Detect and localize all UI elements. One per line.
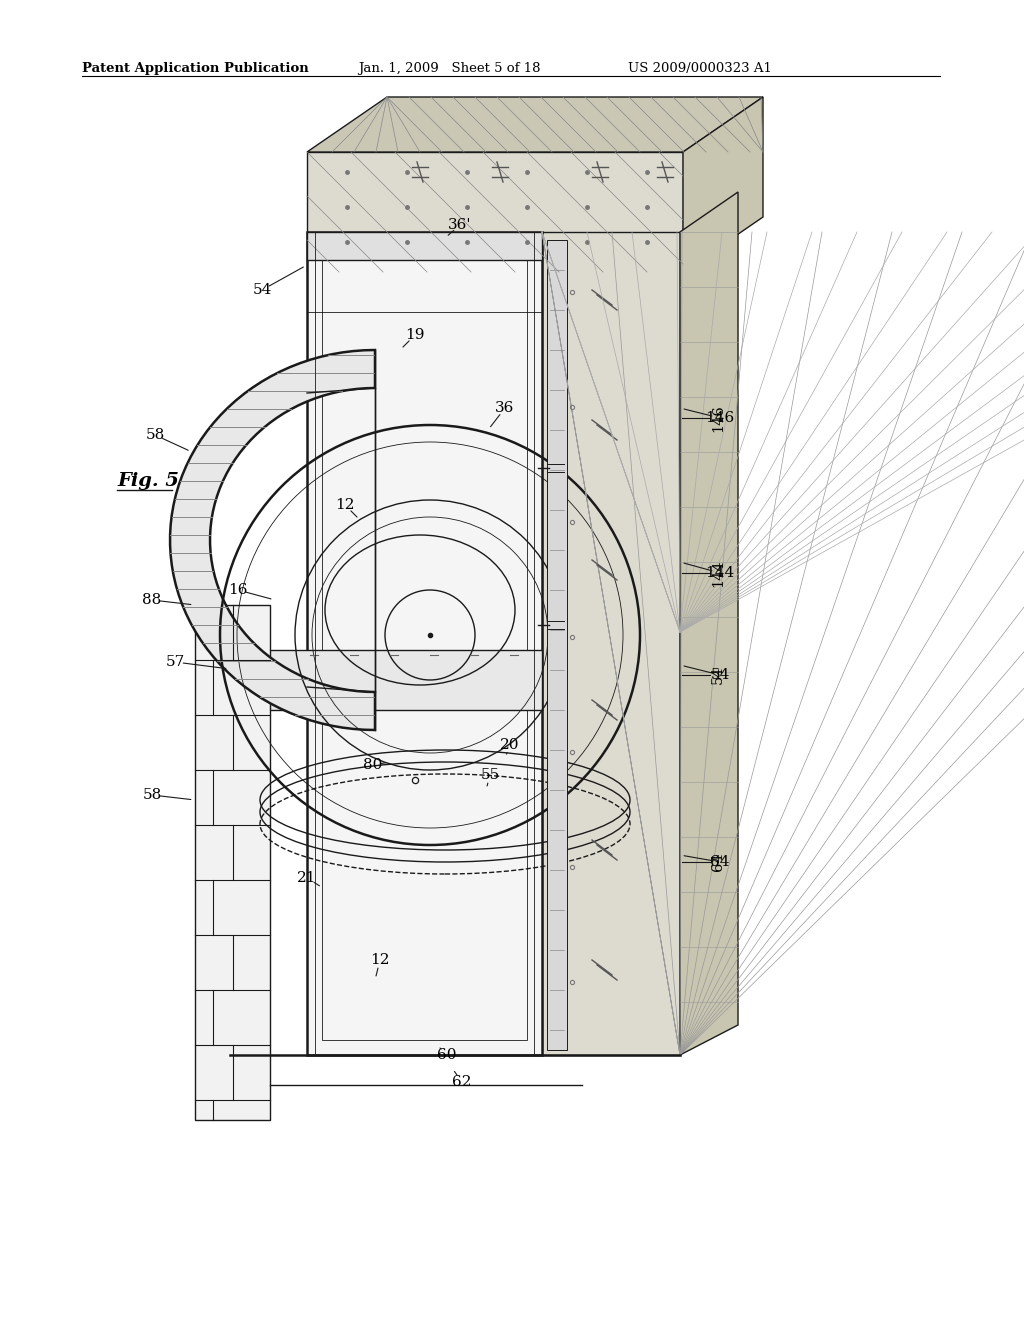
Text: 54: 54	[711, 668, 730, 682]
Text: 55: 55	[480, 768, 500, 781]
Text: 58: 58	[145, 428, 165, 442]
Polygon shape	[680, 191, 738, 1055]
Polygon shape	[230, 649, 542, 710]
Polygon shape	[195, 605, 270, 1119]
Polygon shape	[170, 350, 375, 730]
Text: Fig. 5: Fig. 5	[117, 473, 179, 490]
Text: 36': 36'	[449, 218, 472, 232]
Text: 146: 146	[711, 404, 725, 432]
Text: 144: 144	[711, 560, 725, 587]
Text: 36: 36	[496, 401, 515, 414]
Polygon shape	[307, 232, 542, 260]
Text: 54: 54	[711, 665, 725, 684]
Text: 58: 58	[142, 788, 162, 803]
Text: Jan. 1, 2009   Sheet 5 of 18: Jan. 1, 2009 Sheet 5 of 18	[358, 62, 541, 75]
Polygon shape	[307, 152, 683, 272]
Text: 21: 21	[297, 871, 316, 884]
Text: 88: 88	[142, 593, 162, 607]
Polygon shape	[547, 240, 567, 1049]
Text: 19: 19	[406, 327, 425, 342]
Ellipse shape	[549, 463, 563, 473]
Polygon shape	[683, 96, 763, 272]
Text: 146: 146	[706, 411, 734, 425]
Polygon shape	[542, 232, 680, 1055]
Text: 60: 60	[437, 1048, 457, 1063]
Text: 57: 57	[165, 655, 184, 669]
Text: 62: 62	[453, 1074, 472, 1089]
Text: 16: 16	[228, 583, 248, 597]
Text: 20: 20	[501, 738, 520, 752]
Text: 64: 64	[711, 855, 730, 869]
Text: US 2009/0000323 A1: US 2009/0000323 A1	[628, 62, 772, 75]
Polygon shape	[307, 96, 763, 152]
Text: 12: 12	[371, 953, 390, 968]
Text: 64: 64	[711, 853, 725, 871]
Text: 80: 80	[364, 758, 383, 772]
Polygon shape	[307, 232, 542, 1055]
Text: 54: 54	[252, 282, 271, 297]
Ellipse shape	[549, 620, 563, 630]
Text: Patent Application Publication: Patent Application Publication	[82, 62, 309, 75]
Text: 144: 144	[706, 566, 734, 579]
Text: 12: 12	[335, 498, 354, 512]
